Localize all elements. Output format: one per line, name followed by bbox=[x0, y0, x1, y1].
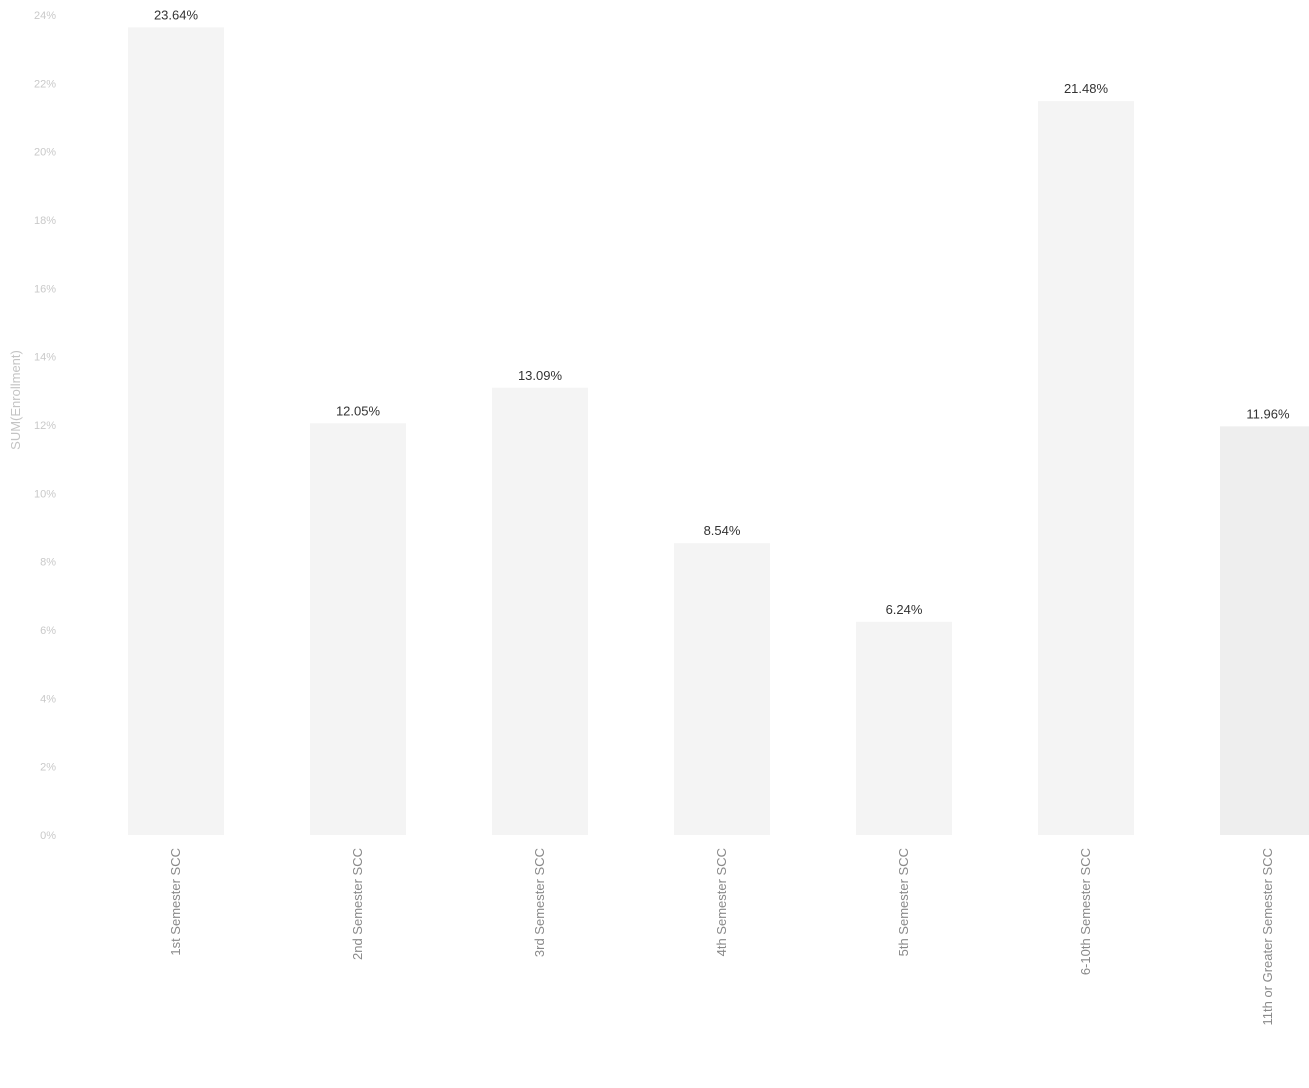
bars-group bbox=[128, 27, 1309, 836]
y-tick-label: 2% bbox=[40, 762, 56, 774]
y-axis: 0% 2% 4% 6% 8% 10% 12% 14% 16% 18% 20% 22% 24% bbox=[34, 10, 56, 842]
data-label: 13.09% bbox=[518, 368, 563, 383]
bar[interactable] bbox=[310, 423, 406, 835]
bar[interactable] bbox=[674, 543, 770, 835]
y-axis-title: SUM(Enrollment) bbox=[8, 350, 23, 450]
data-label: 21.48% bbox=[1064, 81, 1109, 96]
data-label: 8.54% bbox=[704, 523, 741, 538]
data-labels-group: 23.64% 12.05% 13.09% 8.54% 6.24% 21.48% 11.96% bbox=[154, 7, 1290, 617]
data-label: 12.05% bbox=[336, 403, 381, 418]
x-tick-label: 6-10th Semester SCC bbox=[1078, 848, 1093, 975]
x-tick-label: 11th or Greater Semester SCC bbox=[1260, 848, 1275, 1026]
y-tick-label: 6% bbox=[40, 625, 56, 637]
y-tick-label: 20% bbox=[34, 147, 56, 159]
data-label: 11.96% bbox=[1246, 406, 1290, 421]
bar[interactable] bbox=[856, 621, 952, 835]
bar[interactable] bbox=[128, 27, 224, 836]
x-tick-label: 5th Semester SCC bbox=[896, 848, 911, 956]
y-tick-label: 22% bbox=[34, 78, 56, 90]
x-tick-label: 2nd Semester SCC bbox=[350, 848, 365, 960]
y-tick-label: 16% bbox=[34, 283, 56, 295]
y-tick-label: 14% bbox=[34, 352, 56, 364]
bar[interactable] bbox=[492, 387, 588, 835]
y-tick-label: 4% bbox=[40, 693, 56, 705]
x-tick-label: 3rd Semester SCC bbox=[532, 848, 547, 957]
x-axis: 1st Semester SCC 2nd Semester SCC 3rd Seme… bbox=[168, 848, 1275, 1026]
y-tick-label: 12% bbox=[34, 420, 56, 432]
bar[interactable] bbox=[1220, 426, 1309, 835]
y-tick-label: 0% bbox=[40, 830, 56, 842]
x-tick-label: 1st Semester SCC bbox=[168, 848, 183, 956]
data-label: 23.64% bbox=[154, 7, 199, 22]
y-tick-label: 24% bbox=[34, 10, 56, 22]
y-tick-label: 10% bbox=[34, 488, 56, 500]
data-label: 6.24% bbox=[886, 602, 923, 617]
y-tick-label: 18% bbox=[34, 215, 56, 227]
bar[interactable] bbox=[1038, 101, 1134, 836]
x-tick-label: 4th Semester SCC bbox=[714, 848, 729, 956]
y-tick-label: 8% bbox=[40, 557, 56, 569]
